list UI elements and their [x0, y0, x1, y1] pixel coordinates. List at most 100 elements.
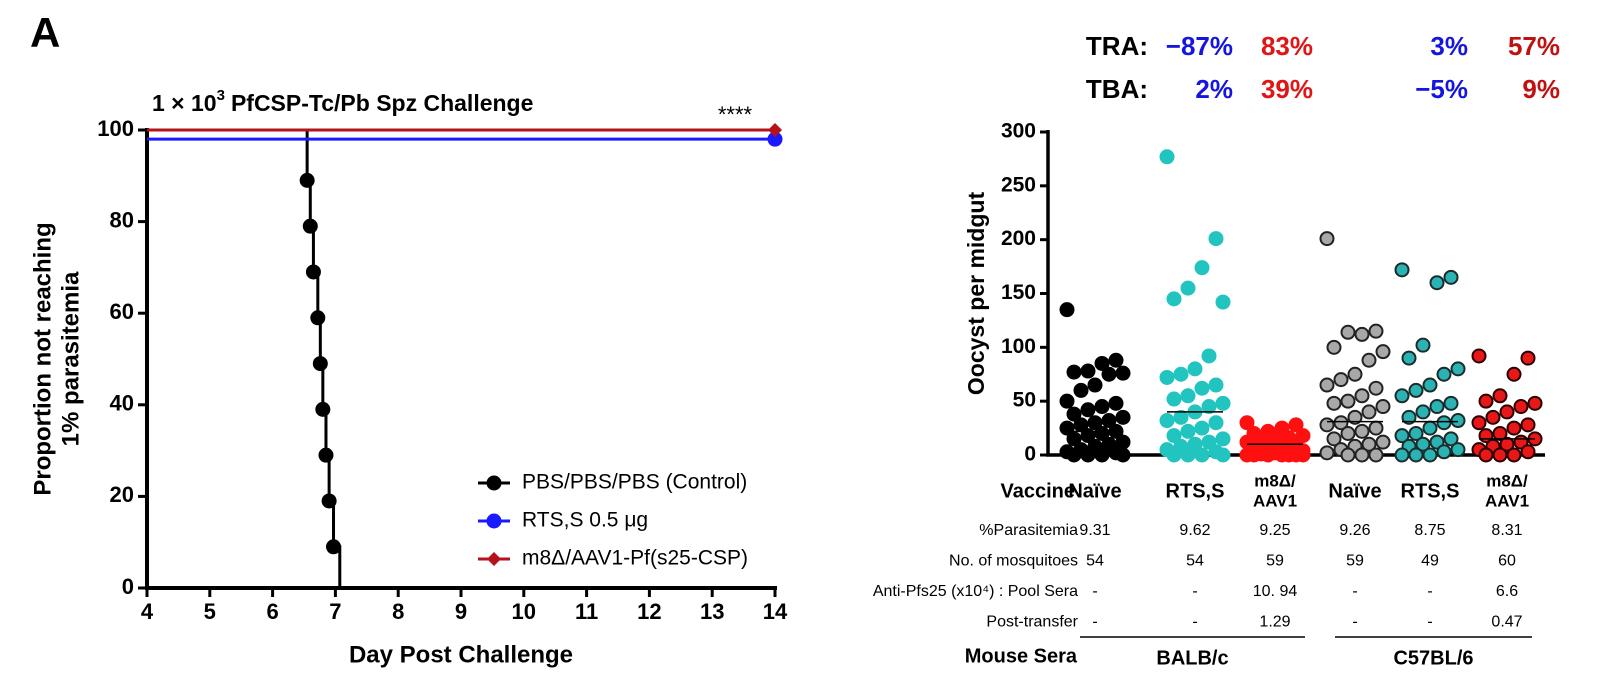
data-point	[1450, 442, 1466, 458]
table-cell: 0.47	[1491, 614, 1522, 631]
table-cell: 8.75	[1414, 522, 1445, 539]
data-point	[1368, 447, 1384, 463]
y-tick-label: 80	[110, 207, 134, 232]
data-point	[1333, 415, 1349, 431]
rating-label: TRA:	[1086, 31, 1148, 61]
rating-value: 2%	[1195, 74, 1233, 104]
data-point	[1115, 365, 1131, 381]
data-point	[1187, 361, 1203, 377]
data-point	[1354, 447, 1370, 463]
legend-label: RTS,S 0.5 μg	[522, 509, 648, 532]
table-cell: 8.31	[1491, 522, 1522, 539]
legend-label: m8Δ/AAV1-Pf(s25-CSP)	[522, 547, 748, 570]
data-point	[1194, 420, 1210, 436]
x-tick-label: 12	[637, 599, 661, 624]
data-point	[1194, 447, 1210, 463]
data-point	[1394, 262, 1410, 278]
marker	[321, 493, 337, 509]
table-cell: 9.62	[1179, 522, 1210, 539]
annotation: ****	[718, 102, 753, 127]
marker	[315, 401, 331, 417]
marker	[302, 218, 318, 234]
x-tick-label: 8	[392, 599, 404, 624]
table-cell: 54	[1186, 553, 1204, 570]
table-cell: -	[1352, 583, 1357, 600]
data-point	[1415, 404, 1431, 420]
data-point	[1059, 302, 1075, 318]
data-point	[1443, 431, 1459, 447]
data-point	[1422, 420, 1438, 436]
data-point	[1340, 425, 1356, 441]
data-point	[1087, 377, 1103, 393]
data-point	[1368, 420, 1384, 436]
data-point	[1499, 436, 1515, 452]
data-point	[1215, 294, 1231, 310]
y-tick-label: 200	[1001, 227, 1036, 250]
data-point	[1066, 431, 1082, 447]
rating-value: 83%	[1261, 31, 1313, 61]
data-point	[1394, 388, 1410, 404]
data-point	[1094, 447, 1110, 463]
marker	[305, 264, 321, 280]
data-point	[1326, 339, 1342, 355]
data-point	[1520, 417, 1536, 433]
data-point	[1422, 447, 1438, 463]
table-cell: -	[1192, 583, 1197, 600]
x-tick-label: 11	[575, 599, 598, 624]
row-label: Vaccine	[1000, 480, 1075, 502]
data-point	[1408, 425, 1424, 441]
data-point	[1066, 447, 1082, 463]
data-point	[1513, 399, 1529, 415]
data-point	[1368, 380, 1384, 396]
data-point	[1159, 413, 1175, 429]
data-point	[1361, 436, 1377, 452]
data-point	[1208, 377, 1224, 393]
data-point	[1492, 425, 1508, 441]
data-point	[1436, 366, 1452, 382]
data-point	[1375, 344, 1391, 360]
y-axis-label: Oocyst per midgut	[963, 192, 989, 396]
data-point	[1361, 352, 1377, 368]
table-cell: -	[1427, 583, 1432, 600]
data-point	[1319, 417, 1335, 433]
data-point	[1429, 275, 1445, 291]
marker	[767, 131, 783, 147]
data-point	[1347, 366, 1363, 382]
data-point	[1087, 415, 1103, 431]
title-part: 1 × 10	[152, 90, 217, 116]
data-point	[1401, 350, 1417, 366]
category-label: m8Δ/	[1254, 471, 1296, 490]
x-tick-label: 4	[141, 599, 154, 624]
mouse-sera-label: Mouse Sera	[965, 645, 1078, 667]
data-point	[1166, 447, 1182, 463]
table-cell: 9.26	[1339, 522, 1370, 539]
data-point	[1485, 409, 1501, 425]
y-axis-label: 1% parasitemia	[57, 271, 84, 446]
rating-value: 9%	[1522, 74, 1560, 104]
data-point	[1208, 415, 1224, 431]
table-row-label: Anti-Pfs25 (x10⁴) : Pool Sera	[873, 583, 1078, 600]
rating-value: −87%	[1166, 31, 1233, 61]
marker	[326, 539, 342, 555]
data-point	[1260, 447, 1276, 463]
table-cell: 10. 94	[1253, 583, 1298, 600]
data-point	[1326, 395, 1342, 411]
data-point	[1115, 409, 1131, 425]
data-point	[1415, 436, 1431, 452]
data-point	[1215, 395, 1231, 411]
data-point	[1354, 388, 1370, 404]
data-point	[1180, 447, 1196, 463]
data-point	[1368, 323, 1384, 339]
data-point	[1347, 409, 1363, 425]
table-cell: 1.29	[1259, 614, 1290, 631]
data-point	[1436, 444, 1452, 460]
y-tick-label: 100	[97, 116, 134, 141]
data-point	[1333, 372, 1349, 388]
data-point	[1115, 447, 1131, 463]
table-cell: 54	[1086, 553, 1104, 570]
data-point	[1340, 324, 1356, 340]
data-point	[1201, 348, 1217, 364]
data-point	[1478, 447, 1494, 463]
data-point	[1159, 149, 1175, 165]
data-point	[1375, 399, 1391, 415]
